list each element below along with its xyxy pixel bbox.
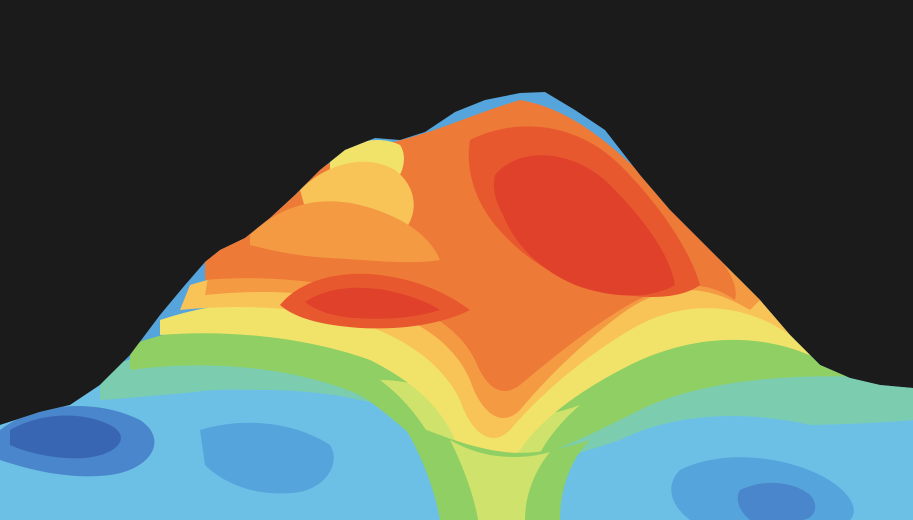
band-red-left xyxy=(305,287,440,319)
band-mid-blue-right xyxy=(737,482,816,520)
band-blue-left-inner xyxy=(200,422,334,494)
band-light-orange-ridge xyxy=(250,201,440,263)
band-dark-blue-left xyxy=(10,415,121,459)
band-red-right xyxy=(493,155,675,296)
band-yellow-green-channel xyxy=(450,440,550,520)
